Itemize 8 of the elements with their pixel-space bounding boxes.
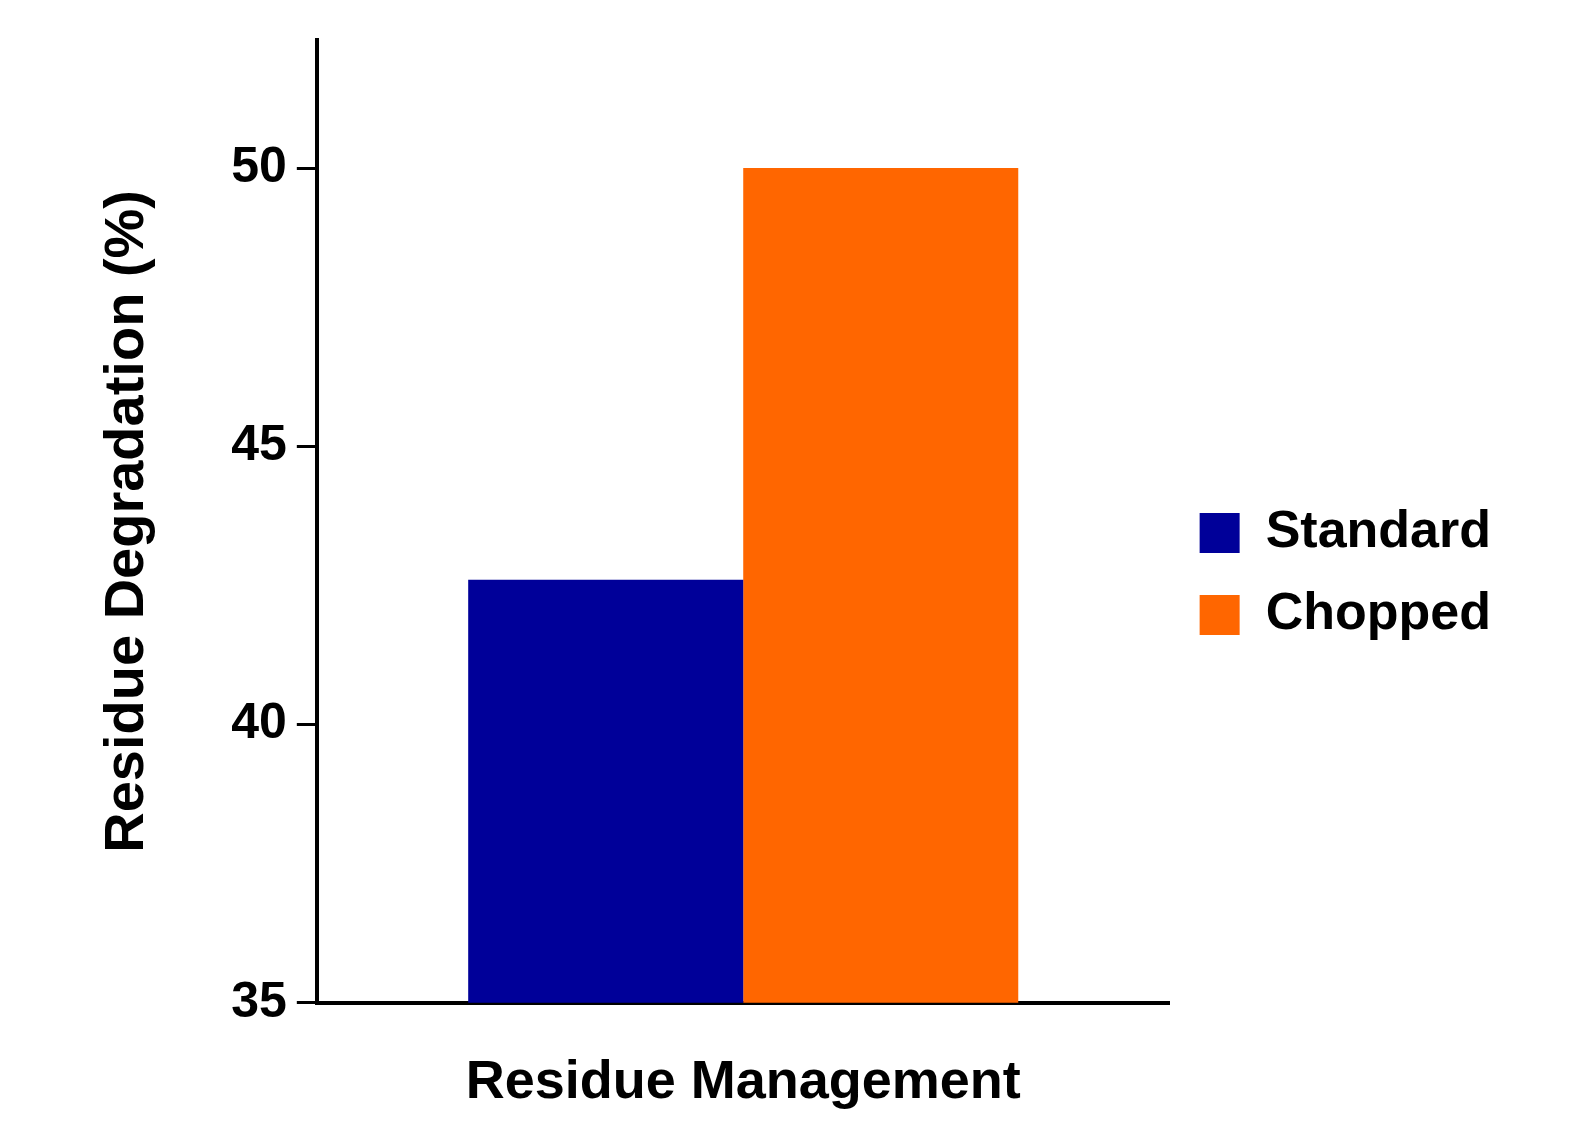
y-axis-title: Residue Degradation (%) (92, 190, 156, 853)
legend-label: Chopped (1265, 582, 1491, 641)
y-tick-label: 50 (231, 136, 287, 193)
legend-label: Standard (1265, 500, 1492, 559)
x-axis-title: Residue Management (465, 1049, 1021, 1110)
y-tick-label: 45 (231, 415, 287, 472)
y-tick-label: 40 (231, 693, 287, 750)
y-tick-label: 35 (231, 971, 287, 1028)
